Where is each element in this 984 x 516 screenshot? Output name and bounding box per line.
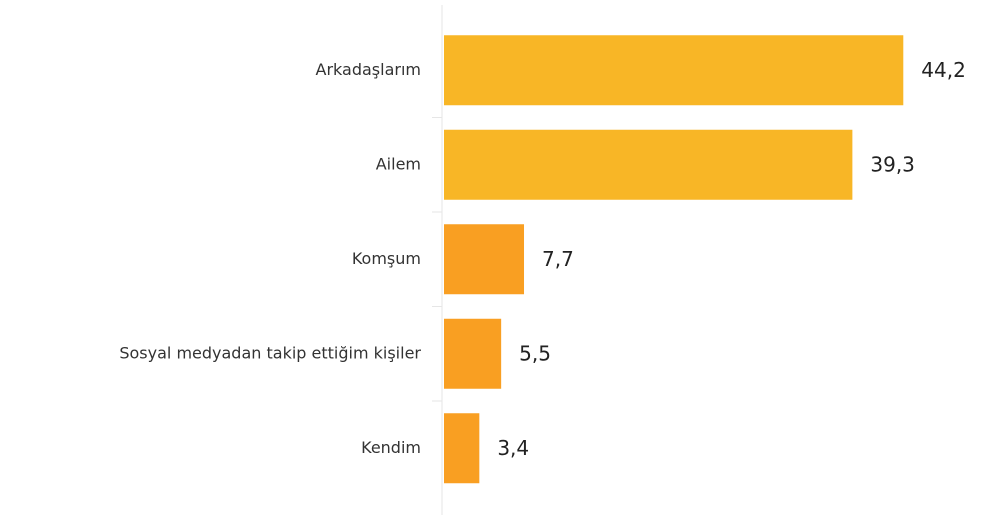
y-tick-label: Arkadaşlarım [316, 60, 421, 79]
y-tick-label: Sosyal medyadan takip ettiğim kişiler [119, 343, 421, 362]
value-label: 7,7 [542, 247, 574, 271]
bar [444, 129, 853, 200]
bar [444, 224, 525, 295]
value-label: 44,2 [921, 58, 966, 82]
y-tick-label: Ailem [376, 154, 421, 173]
bar [444, 35, 904, 106]
value-label: 5,5 [519, 341, 551, 365]
value-label: 39,3 [870, 152, 915, 176]
value-label: 3,4 [497, 436, 529, 460]
y-tick-label: Komşum [352, 249, 421, 268]
bar [444, 318, 502, 389]
bar [444, 413, 480, 484]
y-tick-label: Kendim [361, 438, 421, 457]
